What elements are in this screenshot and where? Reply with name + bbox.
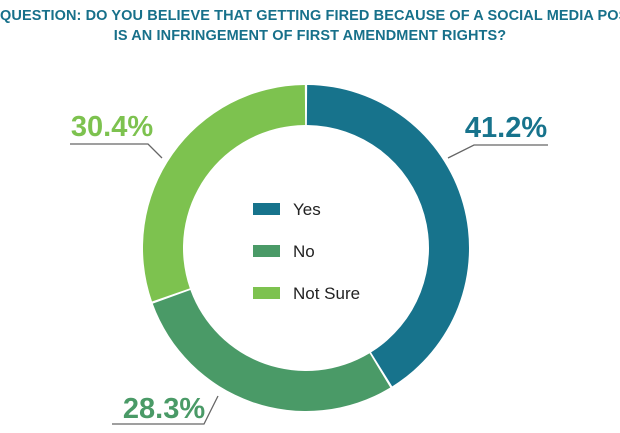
legend-label-yes: Yes (293, 200, 321, 219)
legend-label-no: No (293, 242, 315, 261)
slice-yes (306, 85, 469, 387)
chart-title-line-1: QUESTION: DO YOU BELIEVE THAT GETTING FI… (0, 8, 620, 24)
slice-not-sure (143, 85, 306, 302)
donut-slices (143, 85, 469, 411)
percent-label-yes: 41.2% (465, 112, 547, 144)
chart-title: QUESTION: DO YOU BELIEVE THAT GETTING FI… (0, 6, 620, 46)
leader-line-no (112, 395, 219, 425)
chart-title-line-2: IS AN INFRINGEMENT OF FIRST AMENDMENT RI… (113, 28, 507, 44)
legend-swatch-no (253, 245, 280, 257)
leader-line-yes (447, 144, 548, 159)
legend: Yes No Not Sure (253, 200, 360, 303)
legend-label-not-sure: Not Sure (293, 284, 360, 303)
percent-label-no: 28.3% (123, 393, 205, 425)
leader-lines (70, 143, 548, 425)
slice-no (152, 289, 391, 411)
legend-swatch-yes (253, 203, 280, 215)
percent-labels: 41.2% 28.3% 30.4% (71, 111, 547, 425)
legend-swatch-not-sure (253, 287, 280, 299)
leader-line-not-sure (70, 143, 163, 159)
percent-label-not-sure: 30.4% (71, 111, 153, 143)
